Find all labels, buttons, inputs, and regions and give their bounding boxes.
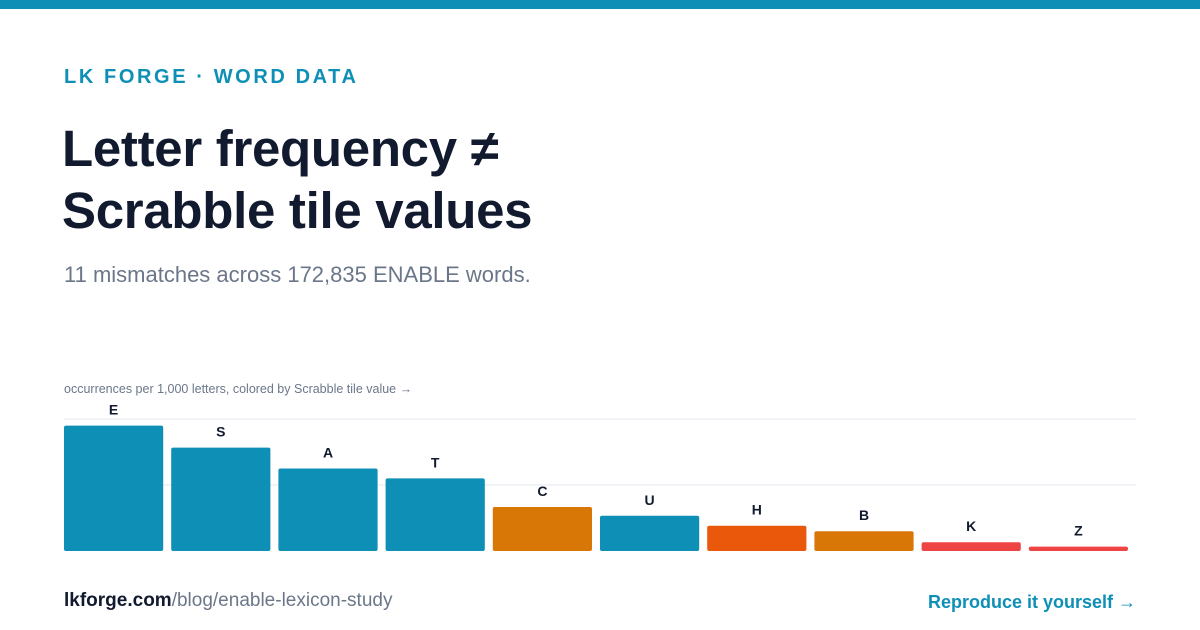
bar-label-z: Z (1074, 523, 1083, 539)
bar-label-h: H (752, 502, 762, 518)
bar-a (278, 468, 378, 551)
bar-label-t: T (431, 454, 440, 470)
bar-label-k: K (966, 518, 976, 534)
title-line-1: Letter frequency ≠ (62, 120, 499, 177)
reproduce-link[interactable]: Reproduce it yourself → (927, 592, 1136, 612)
footer-path: /blog/enable-lexicon-study (171, 590, 393, 611)
bar-label-s: S (216, 424, 225, 440)
bar-c (492, 507, 592, 551)
bar-h (707, 525, 807, 551)
bar-label-c: C (537, 483, 547, 499)
bar-t (385, 478, 485, 551)
page-title: Letter frequency ≠ Scrabble tile values (62, 118, 962, 242)
page-subtitle: 11 mismatches across 172,835 ENABLE word… (64, 262, 531, 287)
chart-caption: occurrences per 1,000 letters, colored b… (64, 382, 413, 396)
bar-label-u: U (645, 492, 655, 508)
bar-e (64, 425, 164, 551)
bar-label-b: B (859, 507, 869, 523)
bar-u (600, 515, 700, 551)
bar-label-a: A (323, 445, 333, 461)
title-line-2: Scrabble tile values (62, 182, 533, 239)
top-accent-bar (0, 0, 1200, 9)
bar-label-e: E (109, 402, 118, 418)
footer-domain: lkforge.com (64, 590, 172, 611)
eyebrow-label: LK FORGE · WORD DATA (64, 66, 359, 88)
bar-z (1028, 546, 1128, 551)
bar-s (171, 447, 271, 551)
bar-k (921, 542, 1021, 551)
bar-b (814, 531, 914, 551)
footer-url: lkforge.com/blog/enable-lexicon-study (64, 590, 392, 612)
